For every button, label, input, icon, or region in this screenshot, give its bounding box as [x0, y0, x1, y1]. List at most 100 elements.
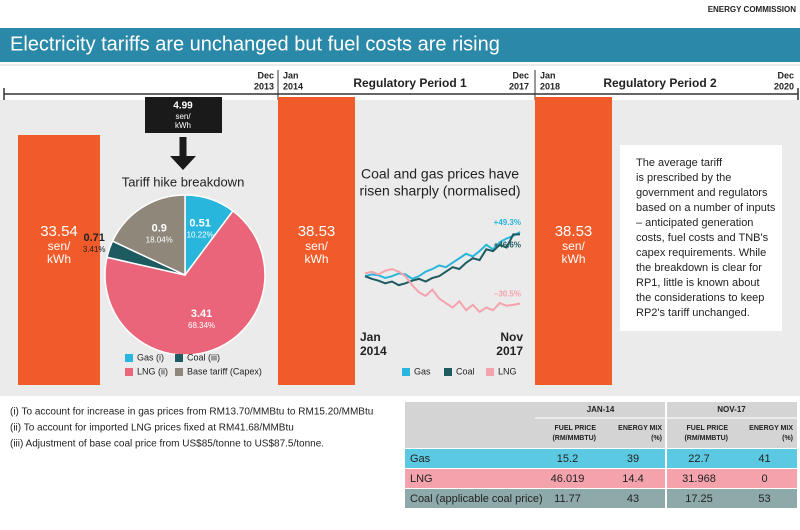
- table-row: [405, 489, 797, 508]
- pie-amount: 3.41: [191, 308, 212, 320]
- timeline-month: Dec: [777, 70, 794, 80]
- legend-label: Coal: [456, 366, 475, 376]
- note: (ii) To account for imported LNG prices …: [10, 423, 294, 434]
- pie-share: 10.22%: [187, 231, 214, 240]
- timeline-year: 2014: [283, 81, 303, 91]
- line-series: [364, 233, 520, 287]
- legend-swatch: [444, 368, 452, 376]
- table-cell: 17.25: [685, 493, 713, 505]
- x-tick-label: Nov: [500, 330, 523, 344]
- hike-unit: kWh: [175, 121, 191, 130]
- tariff-unit: sen/: [562, 239, 585, 253]
- period-label: Regulatory Period 2: [603, 76, 717, 90]
- table-group: JAN-14: [587, 405, 615, 414]
- table-cell: 11.77: [554, 493, 581, 505]
- tariff-value: 38.53: [298, 223, 336, 240]
- arrow-head: [170, 156, 196, 170]
- timeline-month: Dec: [257, 70, 274, 80]
- note: (i) To account for increase in gas price…: [10, 407, 373, 418]
- legend-label: Gas (i): [137, 352, 164, 362]
- tariff-value: 33.54: [40, 223, 78, 240]
- tariff-bar: [18, 135, 100, 385]
- source: ENERGY COMMISSION: [708, 5, 797, 14]
- table-column: FUEL PRICE: [687, 425, 729, 432]
- table-cell: 14.4: [622, 473, 643, 485]
- info-line: the breakdown is clear for: [636, 262, 762, 274]
- legend-label: Coal (iii): [187, 352, 220, 362]
- timeline-year: 2020: [774, 81, 794, 91]
- table-column: (RM/MMBTU): [684, 435, 728, 442]
- x-tick-label: Jan: [360, 330, 381, 344]
- table-header: [405, 402, 797, 448]
- legend-label: LNG: [498, 366, 517, 376]
- x-tick-label: 2017: [496, 344, 523, 358]
- info-line: RP2's tariff unchanged.: [636, 307, 750, 319]
- pie-slice: [111, 194, 186, 277]
- end-label: −30.5%: [494, 290, 521, 299]
- line-title: risen sharply (normalised): [359, 183, 520, 199]
- table-column: FUEL PRICE: [555, 425, 597, 432]
- table-cell: 43: [627, 493, 639, 505]
- info-line: is prescribed by the: [636, 172, 731, 184]
- legend-label: LNG (ii): [137, 366, 168, 376]
- tariff-unit: kWh: [305, 252, 329, 266]
- table-cell: 53: [758, 493, 770, 505]
- table-row: [405, 469, 797, 488]
- info-line: costs, fuel costs and TNB's: [636, 232, 769, 244]
- table-cell: 39: [627, 453, 639, 465]
- pie-amount: 0.51: [189, 217, 210, 229]
- line-series: [364, 267, 521, 314]
- hike-unit: sen/: [175, 112, 191, 121]
- table-cell: Gas: [410, 453, 431, 465]
- legend-swatch: [175, 354, 183, 362]
- info-line: capex requirements. While: [636, 247, 766, 259]
- legend-swatch: [175, 368, 183, 376]
- note: (iii) Adjustment of base coal price from…: [10, 439, 324, 450]
- pie-share: 68.34%: [188, 321, 215, 330]
- end-label: +49.3%: [494, 218, 521, 227]
- table-column: (RM/MMBTU): [552, 435, 596, 442]
- period-label: Regulatory Period 1: [353, 76, 467, 90]
- table-cell: 31.968: [682, 473, 716, 485]
- legend-label: Gas: [414, 366, 431, 376]
- table-cell: 22.7: [688, 453, 709, 465]
- pie-title: Tariff hike breakdown: [122, 174, 245, 189]
- timeline-month: Jan: [540, 70, 556, 80]
- tariff-unit: sen/: [48, 239, 71, 253]
- timeline-month: Jan: [283, 70, 299, 80]
- timeline-year: 2017: [509, 81, 529, 91]
- info-line: – anticipated generation: [636, 217, 753, 229]
- table-column: (%): [651, 435, 662, 442]
- x-tick-label: 2014: [360, 344, 387, 358]
- table-column: (%): [782, 435, 793, 442]
- line-series: [364, 231, 521, 280]
- tariff-unit: kWh: [47, 252, 71, 266]
- pie-amount: 0.9: [152, 222, 167, 234]
- tariff-unit: sen/: [305, 239, 328, 253]
- pie-slice: [104, 209, 266, 356]
- title-bar: [0, 28, 800, 62]
- timeline-month: Dec: [512, 70, 529, 80]
- table-row: [405, 449, 797, 468]
- info-line: the considerations to keep: [636, 292, 764, 304]
- hike-box: [145, 97, 222, 133]
- info-box: [620, 145, 782, 331]
- tariff-value: 38.53: [555, 223, 593, 240]
- info-line: government and regulators: [636, 187, 768, 199]
- line-title: Coal and gas prices have: [361, 166, 519, 182]
- table-column: ENERGY MIX: [618, 425, 662, 432]
- table-cell: 41: [758, 453, 770, 465]
- tariff-bar: [278, 97, 355, 385]
- legend-swatch: [125, 368, 133, 376]
- legend-swatch: [125, 354, 133, 362]
- legend-swatch: [402, 368, 410, 376]
- table-column: ENERGY MIX: [749, 425, 793, 432]
- tariff-unit: kWh: [562, 252, 586, 266]
- table-cell: LNG: [410, 473, 433, 485]
- table-cell: 46.019: [551, 473, 585, 485]
- hike-value: 4.99: [173, 101, 193, 112]
- table-cell: Coal (applicable coal price): [410, 493, 543, 505]
- info-line: The average tariff: [636, 157, 723, 169]
